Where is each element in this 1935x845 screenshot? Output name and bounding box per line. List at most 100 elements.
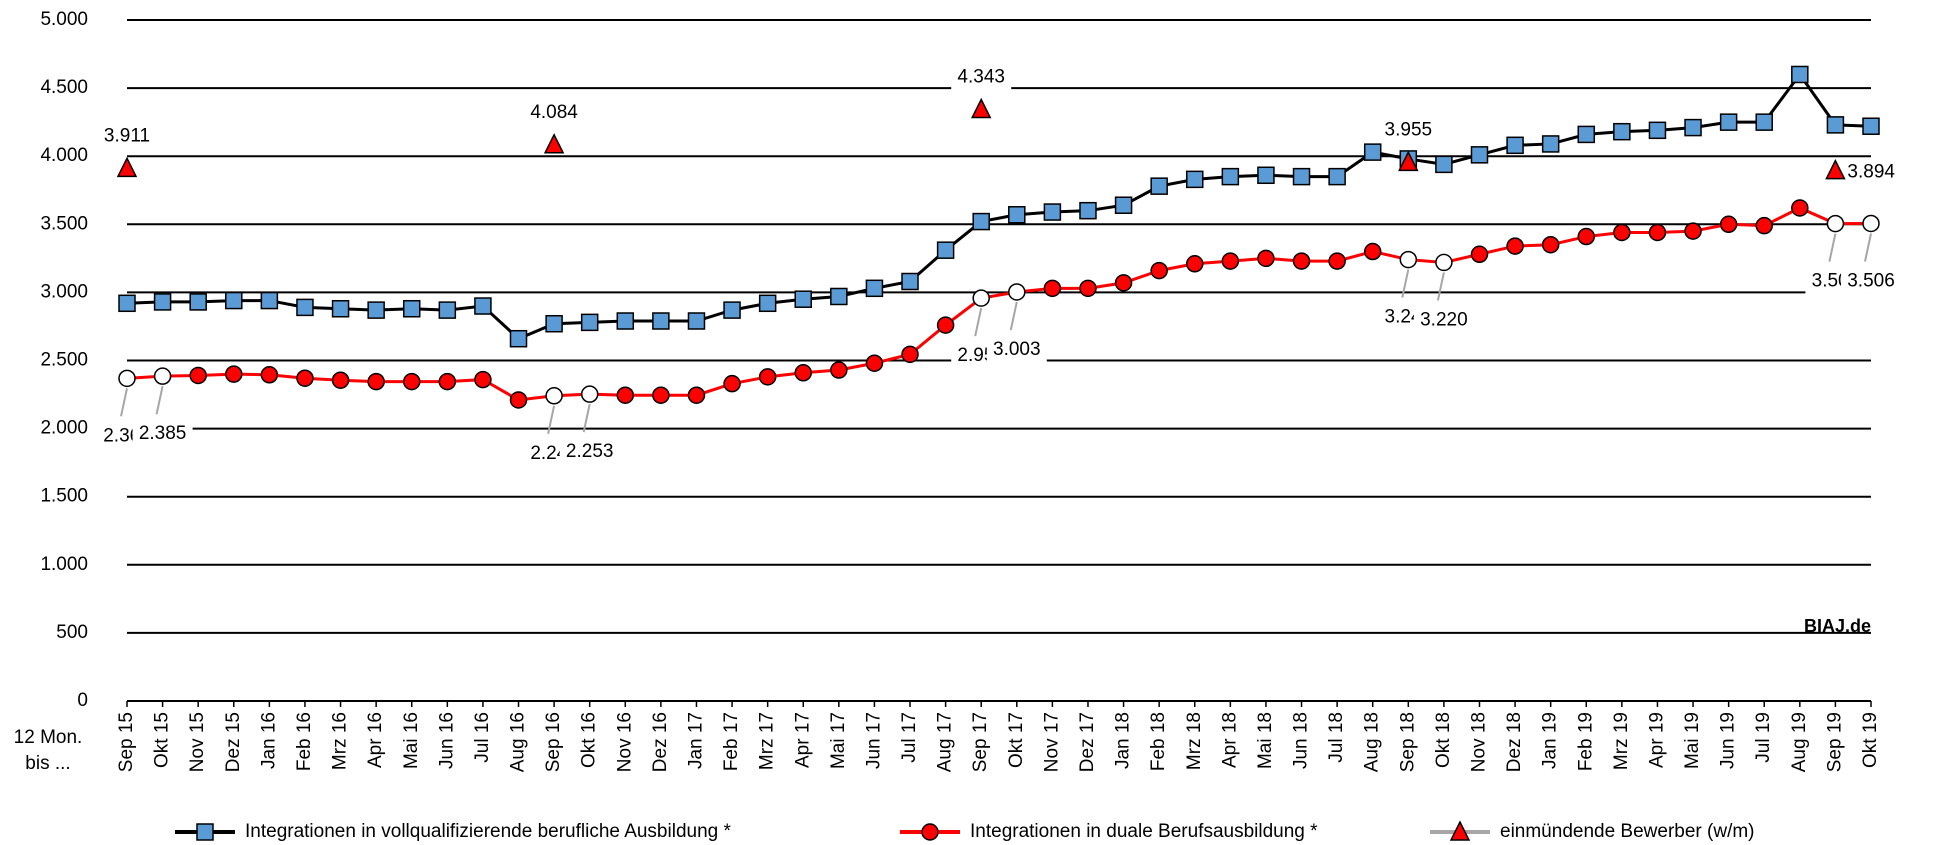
marker-circle [1862, 214, 1880, 233]
legend-label: Integrationen in duale Berufsausbildung … [970, 821, 1318, 842]
marker-circle [1791, 199, 1809, 217]
annotation: BIAJ.de [1804, 616, 1871, 636]
marker-square [1043, 203, 1062, 221]
data-label: 3.003 [993, 339, 1041, 360]
data-label: 2.253 [566, 441, 614, 462]
y-tick-label: 4.500 [40, 77, 88, 98]
marker-circle [1826, 214, 1845, 233]
marker-triangle [543, 133, 565, 154]
x-tick-label: Okt 18 [1433, 712, 1454, 768]
x-tick-label: Feb 18 [1148, 712, 1169, 771]
x-tick-label: Apr 18 [1219, 712, 1240, 768]
marker-square [1684, 118, 1702, 137]
marker-circle [1755, 216, 1773, 235]
marker-square [509, 329, 528, 348]
marker-circle [260, 366, 279, 384]
marker-circle [921, 823, 939, 841]
x-tick-label: Jul 19 [1753, 712, 1774, 763]
marker-square [1541, 135, 1560, 153]
marker-circle [1613, 223, 1631, 242]
marker-square [972, 212, 990, 231]
x-tick-label: Okt 19 [1860, 712, 1881, 768]
x-tick-label: Nov 16 [614, 712, 635, 772]
marker-square [830, 287, 848, 306]
marker-square [580, 313, 599, 332]
x-tick-label: Jan 19 [1540, 712, 1561, 769]
marker-circle [1541, 235, 1560, 254]
y-tick-label: 1.500 [40, 486, 88, 507]
label-bg [524, 100, 585, 125]
x-axis-label: bis ... [25, 753, 70, 774]
marker-circle [1684, 222, 1702, 240]
marker-circle [1257, 249, 1275, 268]
x-tick-label: Sep 18 [1397, 712, 1418, 772]
leader-line [582, 403, 591, 433]
marker-square [474, 297, 492, 315]
y-tick-label: 3.000 [40, 281, 88, 302]
marker-square [367, 301, 385, 319]
marker-circle [1435, 253, 1453, 272]
marker-circle [153, 367, 172, 385]
marker-circle [474, 370, 492, 389]
x-tick-label: Jul 17 [899, 712, 920, 763]
marker-circle [1648, 223, 1667, 242]
legend-label: einmündende Bewerber (w/m) [1500, 821, 1755, 842]
x-tick-label: Mrz 16 [330, 712, 351, 770]
y-tick-label: 3.500 [40, 213, 88, 234]
marker-circle [225, 365, 243, 383]
marker-square [1186, 170, 1204, 189]
marker-circle [616, 386, 635, 404]
leader-line [974, 307, 983, 337]
x-tick-label: Okt 17 [1006, 712, 1027, 768]
marker-square [1150, 177, 1168, 195]
marker-circle [1719, 215, 1738, 234]
marker-square [1363, 143, 1382, 161]
x-tick-label: Mrz 19 [1611, 712, 1632, 770]
x-tick-label: Mai 19 [1682, 712, 1703, 769]
marker-circle [794, 364, 812, 382]
label-bg [559, 440, 620, 465]
x-tick-label: Dez 18 [1504, 712, 1525, 772]
x-tick-label: Apr 16 [365, 712, 386, 768]
x-tick-label: Okt 15 [152, 712, 173, 768]
marker-square [189, 293, 207, 311]
leader-line [547, 405, 556, 434]
x-tick-label: Feb 17 [721, 712, 742, 771]
marker-circle [1186, 255, 1204, 273]
x-tick-label: Apr 17 [792, 712, 813, 768]
x-tick-label: Sep 17 [970, 712, 991, 772]
x-tick-label: Jun 17 [863, 712, 884, 769]
marker-circle [331, 371, 350, 389]
y-tick-label: 4.000 [40, 145, 88, 166]
marker-circle [865, 354, 884, 372]
label-bg [951, 65, 1012, 90]
data-label: 3.220 [1420, 309, 1468, 330]
y-tick-label: 2.500 [40, 350, 88, 371]
leader-line [1009, 301, 1018, 331]
data-label: 4.084 [530, 102, 578, 123]
marker-circle [509, 391, 528, 409]
x-tick-label: Mrz 18 [1184, 712, 1205, 770]
marker-circle [1328, 252, 1346, 270]
marker-square [1470, 146, 1489, 164]
x-axis-label: 12 Mon. [14, 727, 83, 748]
marker-circle [118, 369, 136, 388]
x-tick-label: Mai 16 [401, 712, 422, 769]
x-tick-label: Jul 18 [1326, 712, 1347, 763]
marker-circle [438, 372, 457, 391]
marker-square [1648, 121, 1667, 140]
y-tick-label: 2.000 [40, 418, 88, 439]
marker-square [1506, 136, 1524, 155]
marker-circle [830, 361, 848, 379]
series-line [126, 71, 1872, 341]
marker-square [1755, 113, 1773, 131]
x-tick-label: Apr 19 [1646, 712, 1667, 768]
x-tick-label: Sep 19 [1824, 712, 1845, 772]
marker-square [331, 299, 350, 318]
marker-square [196, 823, 214, 841]
marker-circle [580, 385, 599, 403]
marker-circle [189, 366, 207, 385]
x-tick-label: Aug 16 [508, 712, 529, 772]
marker-square [936, 241, 955, 259]
x-tick-label: Mai 18 [1255, 712, 1276, 769]
